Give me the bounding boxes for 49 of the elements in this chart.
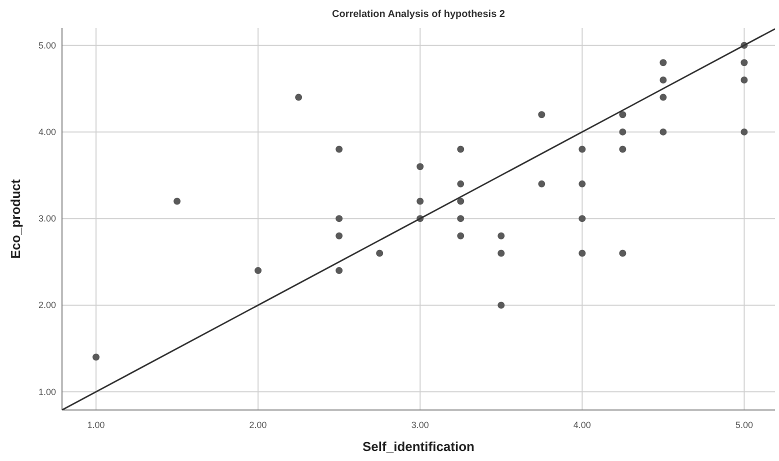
y-tick-label: 1.00 [38, 386, 56, 397]
y-tick-label: 2.00 [38, 300, 56, 310]
point [336, 215, 343, 222]
point [92, 354, 100, 361]
point [660, 59, 667, 66]
y-tick-label: 5.00 [38, 40, 56, 50]
point [254, 267, 262, 274]
point [538, 111, 546, 118]
point [660, 128, 667, 136]
point [457, 146, 464, 153]
point [498, 250, 505, 257]
point [578, 146, 586, 153]
point [660, 76, 667, 84]
x-axis-title: Self_identification [362, 439, 475, 454]
point [619, 128, 626, 136]
point [619, 111, 626, 118]
point [740, 128, 748, 136]
point [619, 250, 626, 257]
point [740, 76, 748, 84]
point [498, 302, 505, 309]
point [457, 198, 464, 205]
point [457, 215, 464, 222]
y-tick-label: 4.00 [38, 126, 56, 137]
x-tick-label: 1.00 [87, 420, 105, 430]
point [174, 198, 181, 205]
point [578, 215, 586, 222]
point [416, 198, 424, 205]
point [457, 232, 464, 240]
point [457, 180, 464, 188]
y-axis-title: Eco_product [8, 178, 23, 259]
point [660, 94, 667, 101]
x-tick-label: 5.00 [735, 420, 753, 430]
point [538, 180, 546, 188]
point [336, 146, 343, 153]
x-tick-label: 4.00 [573, 420, 591, 430]
x-tick-label: 2.00 [249, 420, 267, 430]
y-tick-label: 3.00 [38, 214, 56, 224]
point [498, 232, 505, 240]
point [336, 232, 343, 240]
point [740, 59, 748, 66]
chart-title: Correlation Analysis of hypothesis 2 [332, 9, 506, 20]
point [376, 250, 384, 257]
point [295, 94, 302, 101]
point [336, 267, 343, 274]
point [416, 163, 424, 170]
point [619, 146, 626, 153]
x-tick-label: 3.00 [411, 420, 429, 430]
point [578, 250, 586, 257]
point [578, 180, 586, 188]
